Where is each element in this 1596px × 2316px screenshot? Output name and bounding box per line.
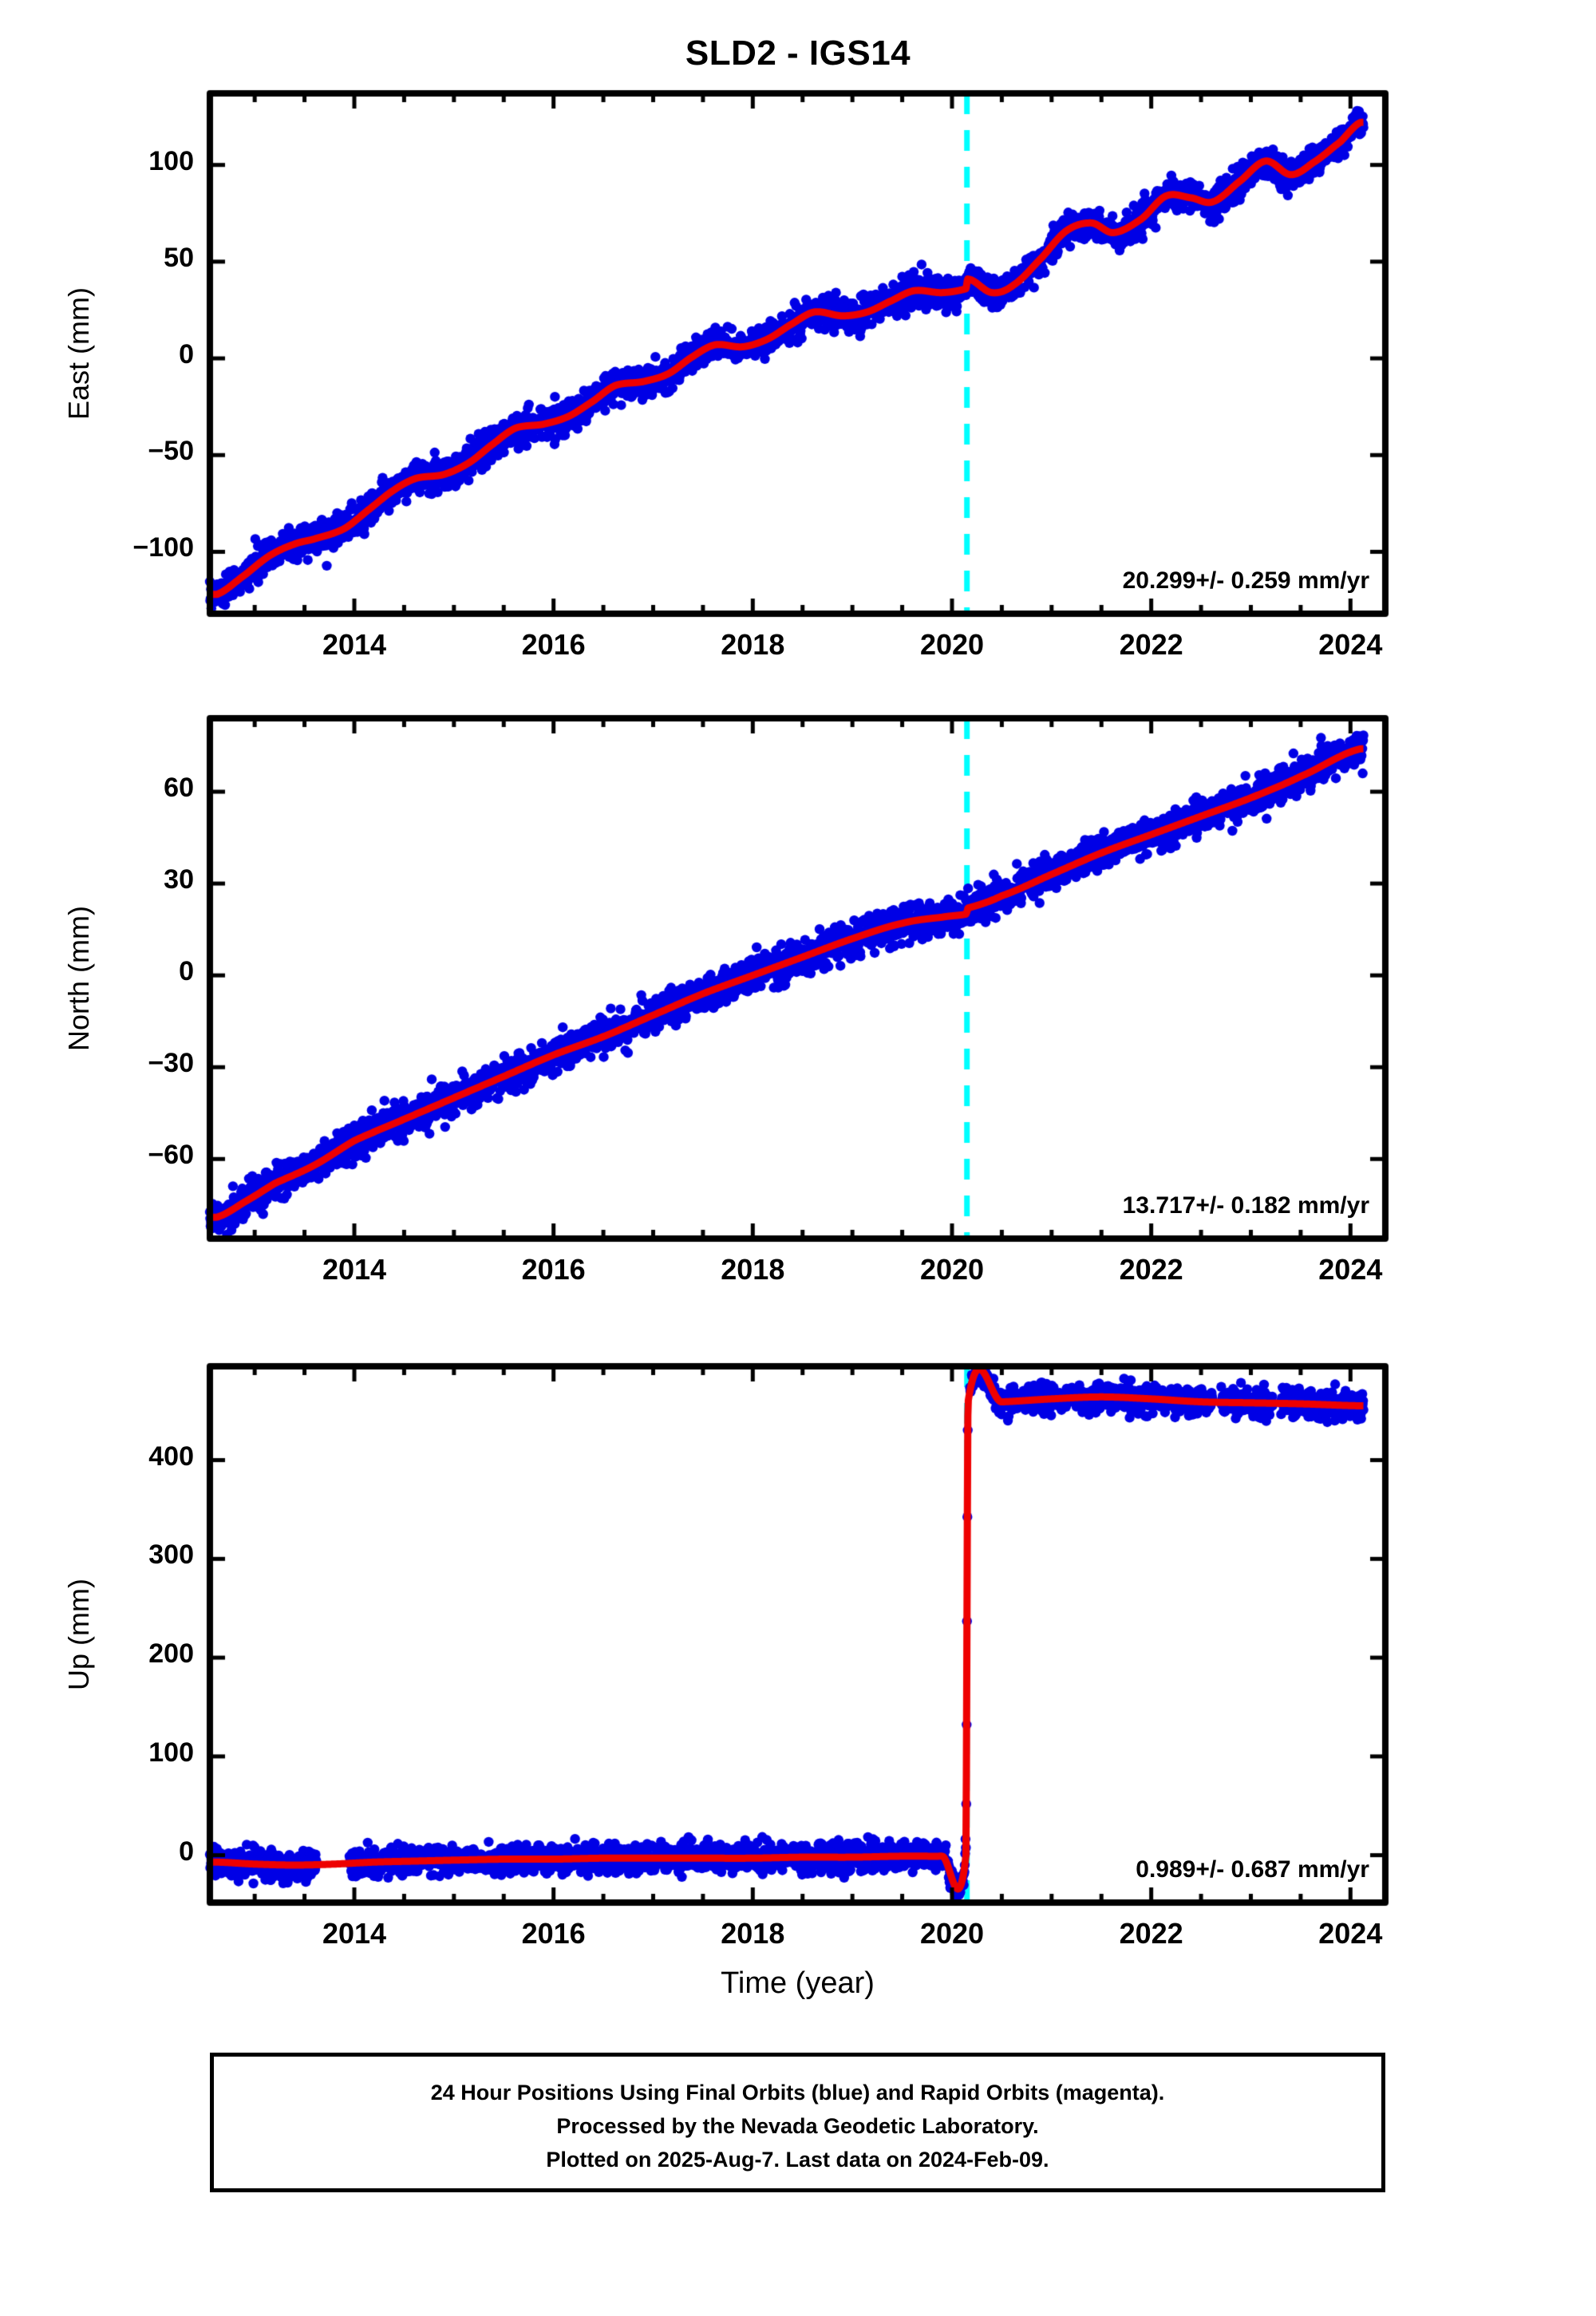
- caption-line-3: Plotted on 2025-Aug-7. Last data on 2024…: [546, 2148, 1049, 2172]
- y-tick-label: 0: [179, 1836, 194, 1867]
- y-tick-label: 0: [179, 956, 194, 987]
- page-title: SLD2 - IGS14: [685, 34, 911, 73]
- y-tick-label: 300: [148, 1539, 194, 1571]
- y-tick-label: −100: [132, 532, 194, 563]
- x-tick-label: 2024: [1318, 628, 1383, 661]
- x-tick-label: 2018: [721, 1253, 785, 1286]
- x-tick-label: 2020: [919, 628, 985, 661]
- caption-line-1: 24 Hour Positions Using Final Orbits (bl…: [430, 2081, 1165, 2105]
- y-tick-label: 50: [164, 242, 194, 273]
- y-tick-label: −50: [148, 436, 194, 467]
- y-tick-label: 30: [164, 864, 194, 895]
- y-tick-label: 100: [148, 145, 194, 176]
- x-tick-label: 2020: [919, 1253, 985, 1286]
- x-tick-label: 2016: [521, 628, 586, 661]
- x-tick-label: 2022: [1119, 628, 1183, 661]
- y-tick-label: −30: [148, 1048, 194, 1079]
- x-tick-label: 2018: [721, 1917, 785, 1950]
- y-tick-label: 200: [148, 1638, 194, 1670]
- caption-line-2: Processed by the Nevada Geodetic Laborat…: [556, 2114, 1039, 2138]
- rate-annotation-east: 20.299+/- 0.259 mm/yr: [1122, 567, 1369, 594]
- x-tick-label: 2020: [919, 1917, 985, 1950]
- y-tick-label: 400: [148, 1441, 194, 1472]
- x-tick-label: 2022: [1119, 1917, 1183, 1950]
- x-tick-label: 2024: [1318, 1917, 1383, 1950]
- x-tick-label: 2024: [1318, 1253, 1383, 1286]
- x-tick-label: 2018: [721, 628, 785, 661]
- y-tick-label: 60: [164, 773, 194, 804]
- y-tick-label: −60: [148, 1140, 194, 1171]
- caption-box: 24 Hour Positions Using Final Orbits (bl…: [210, 2053, 1385, 2192]
- x-tick-label: 2016: [521, 1917, 586, 1950]
- y-tick-label: 100: [148, 1737, 194, 1768]
- x-tick-label: 2016: [521, 1253, 586, 1286]
- x-tick-label: 2022: [1119, 1253, 1183, 1286]
- rate-annotation-up: 0.989+/- 0.687 mm/yr: [1136, 1856, 1369, 1883]
- x-tick-label: 2014: [322, 628, 387, 661]
- y-tick-label: 0: [179, 339, 194, 370]
- caption-lines: 24 Hour Positions Using Final Orbits (bl…: [214, 2076, 1381, 2176]
- x-tick-label: 2014: [322, 1917, 387, 1950]
- x-axis-label: Time (year): [721, 1966, 875, 2000]
- x-tick-label: 2014: [322, 1253, 387, 1286]
- rate-annotation-north: 13.717+/- 0.182 mm/yr: [1122, 1192, 1369, 1219]
